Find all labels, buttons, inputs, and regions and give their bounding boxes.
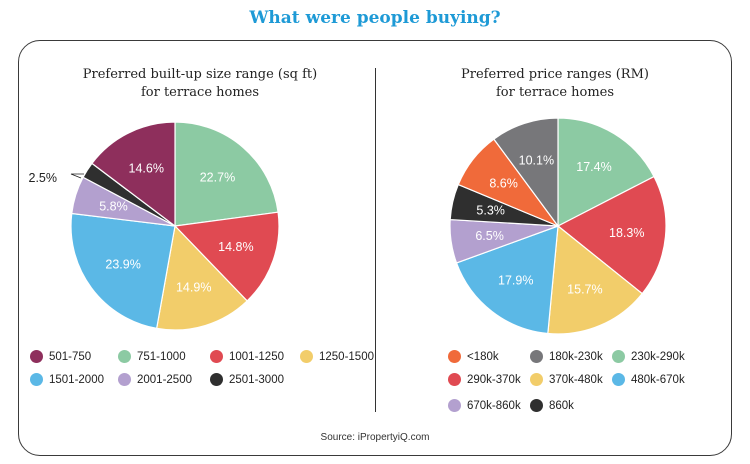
legend-item-180k-230k: 180k-230k [530, 350, 603, 363]
pie-slice-1250-1500 [155, 224, 248, 331]
legend-label: 370k-480k [549, 373, 603, 386]
source-note: Source: iPropertyiQ.com [320, 432, 430, 443]
data-label-180k-230k: 10.1% [519, 153, 554, 167]
price-chart-title: Preferred price ranges (RM) for terrace … [395, 66, 715, 102]
legend-swatch [612, 350, 625, 363]
pie-slice-370k-480k [547, 224, 644, 335]
data-label-230k-290k: 17.4% [576, 160, 611, 174]
legend-label: 501-750 [49, 350, 92, 363]
page-title: What were people buying? [249, 8, 501, 28]
data-label-751-1000: 22.7% [200, 170, 235, 184]
leader-line-2501-3000 [70, 173, 84, 179]
legend-item-860k: 860k [530, 399, 574, 412]
legend-swatch [118, 373, 131, 386]
data-label-2501-3000: 2.5% [29, 171, 58, 185]
pie-slice-1501-2000 [70, 212, 176, 330]
legend-label: 2001-2500 [137, 373, 192, 386]
legend-swatch [530, 373, 543, 386]
pie-slice-230k-290k [557, 117, 655, 227]
data-label-370k-480k: 15.7% [567, 283, 602, 297]
data-label-1001-1250: 14.8% [218, 240, 253, 254]
price-chart-title-line2: for terrace homes [495, 85, 615, 100]
legend-item-1501-2000: 1501-2000 [30, 373, 104, 386]
data-label-670k-860k: 6.5% [475, 229, 504, 243]
legend-label: <180k [467, 350, 499, 363]
legend-swatch [530, 350, 543, 363]
pie-slice-501-750 [91, 121, 176, 228]
legend-item-480k-670k: 480k-670k [612, 373, 685, 386]
legend-item-751-1000: 751-1000 [118, 350, 186, 363]
legend-item-2001-2500: 2001-2500 [118, 373, 192, 386]
legend-label: 1250-1500 [319, 350, 374, 363]
legend-swatch [30, 350, 43, 363]
size-chart-title: Preferred built-up size range (sq ft) fo… [40, 66, 360, 102]
legend-label: 180k-230k [549, 350, 603, 363]
legend-swatch [210, 350, 223, 363]
data-label-1250-1500: 14.9% [176, 281, 211, 295]
legend-swatch [118, 350, 131, 363]
data-label-480k-670k: 17.9% [498, 274, 533, 288]
data-label-1501-2000: 23.9% [105, 257, 140, 271]
legend-item-230k-290k: 230k-290k [612, 350, 685, 363]
legend-label: 1501-2000 [49, 373, 104, 386]
price-chart-title-line1: Preferred price ranges (RM) [461, 67, 649, 82]
legend-label: 2501-3000 [229, 373, 284, 386]
legend-swatch [448, 373, 461, 386]
legend-swatch [210, 373, 223, 386]
legend-swatch [612, 373, 625, 386]
legend-swatch [448, 399, 461, 412]
data-label-860k: 5.3% [476, 203, 505, 217]
legend-label: 1001-1250 [229, 350, 284, 363]
pie-slice-290k-370k [556, 175, 667, 295]
legend-label: 480k-670k [631, 373, 685, 386]
legend-item-670k-860k: 670k-860k [448, 399, 521, 412]
data-label-290k-370k: 18.3% [609, 226, 644, 240]
data-label-lt180k: 8.6% [489, 176, 518, 190]
legend-swatch [530, 399, 543, 412]
legend-item-lt180k: <180k [448, 350, 499, 363]
legend-label: 290k-370k [467, 373, 521, 386]
legend-swatch [30, 373, 43, 386]
pie-slice-480k-670k [455, 225, 559, 335]
pie-slice-751-1000 [174, 121, 279, 227]
legend-item-1001-1250: 1001-1250 [210, 350, 284, 363]
legend-label: 860k [549, 399, 574, 412]
data-label-501-750: 14.6% [129, 161, 164, 175]
legend-label: 751-1000 [137, 350, 186, 363]
legend-item-1250-1500: 1250-1500 [300, 350, 374, 363]
legend-item-2501-3000: 2501-3000 [210, 373, 284, 386]
data-label-2001-2500: 5.8% [99, 200, 128, 214]
size-chart-title-line2: for terrace homes [140, 85, 260, 100]
pie-slice-1001-1250 [173, 211, 280, 302]
size-chart-title-line1: Preferred built-up size range (sq ft) [82, 67, 318, 82]
legend-label: 670k-860k [467, 399, 521, 412]
legend-label: 230k-290k [631, 350, 685, 363]
legend-swatch [448, 350, 461, 363]
chart-panel [18, 40, 732, 456]
legend-item-501-750: 501-750 [30, 350, 91, 363]
panel-divider [375, 68, 376, 412]
legend-item-290k-370k: 290k-370k [448, 373, 521, 386]
pie-slice-180k-230k [493, 117, 559, 228]
legend-item-370k-480k: 370k-480k [530, 373, 603, 386]
legend-swatch [300, 350, 313, 363]
